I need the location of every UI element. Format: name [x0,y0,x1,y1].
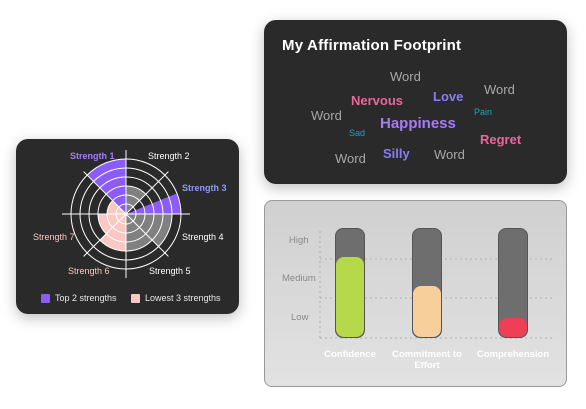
radar-label-strength-3: Strength 3 [182,183,227,193]
radar-axis [83,171,127,215]
radar-axis [125,213,169,257]
confidence-bar-fill [336,257,364,337]
comprehension-label: Comprehension [476,349,550,360]
cloud-word: Word [335,151,366,166]
strengths-radar-card: Strength 1 Strength 2 Strength 3 Strength 4… [16,139,239,314]
legend-lowest-strengths: Lowest 3 strengths [131,293,221,303]
radar-label-strength-4: Strength 4 [182,232,224,242]
commitment-bar [412,228,442,338]
radar-axis [83,213,127,257]
legend-lowest-swatch [131,293,140,303]
legend-top-swatch [41,293,50,303]
cloud-word: Word [311,108,342,123]
cloud-word: Word [484,82,515,97]
radar-label-strength-1: Strength 1 [70,151,115,161]
legend-top-label: Top 2 strengths [55,293,117,303]
strength-2-sector [126,186,146,214]
level-high-label: High [289,235,309,246]
cloud-word: Sad [349,128,366,138]
confidence-bar [335,228,365,338]
level-low-label: Low [291,312,309,323]
cloud-word: Nervous [351,93,404,108]
confidence-label: Confidence [324,349,376,360]
legend-lowest-label: Lowest 3 strengths [145,293,221,303]
comprehension-bar-fill [499,317,527,337]
commitment-bar-fill [413,286,441,337]
radar-label-strength-2: Strength 2 [148,151,190,161]
cloud-word: Pain [474,107,493,117]
strength-5-sector [126,214,153,251]
radar-label-strength-5: Strength 5 [149,266,191,276]
cloud-word: Happiness [380,115,456,132]
strength-1-sector [87,159,126,214]
commitment-label: Commitment to Effort [392,349,462,371]
radar-label-strength-6: Strength 6 [68,266,110,276]
cloud-word: Word [434,147,465,162]
strength-7-sector [98,214,126,234]
strength-6-sector [99,214,126,251]
legend-top-strengths: Top 2 strengths [41,293,117,303]
strength-3-sector [126,193,181,214]
strengths-radar-chart: Strength 1 Strength 2 Strength 3 Strength 4… [33,150,227,278]
card-title: My Affirmation Footprint [282,37,462,54]
affirmation-footprint-card: My Affirmation Footprint Word Nervous Lo… [264,20,567,184]
comprehension-bar [498,228,528,338]
level-medium-label: Medium [282,273,316,284]
levels-card: High Medium Low Confidence Commitment to… [264,200,567,387]
radar-axis [125,171,169,215]
strength-7b-sector [107,200,126,214]
cloud-word: Word [390,69,421,84]
cloud-word: Love [433,89,464,104]
radar-label-strength-7: Strength 7 [33,232,75,242]
cloud-word: Regret [480,132,522,147]
cloud-word: Silly [383,146,410,161]
